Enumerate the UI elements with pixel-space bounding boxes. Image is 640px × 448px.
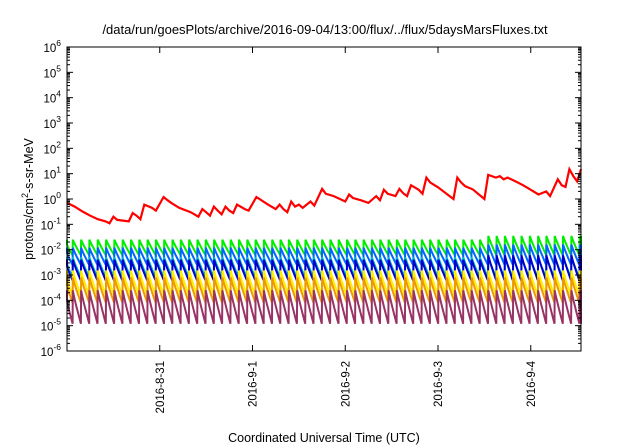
series-line	[66, 290, 582, 324]
y-tick-label: 106	[43, 38, 61, 55]
y-axis: 10-6 10-5 10-4 10-3 10-2 10-1 100 101 102 103 104 1…	[41, 38, 581, 359]
x-tick-label: 2016-9-2	[340, 361, 352, 407]
y-tick-label: 10-4	[41, 291, 62, 308]
series-layer	[66, 166, 583, 324]
series-line	[66, 235, 582, 260]
y-tick-label: 102	[43, 139, 61, 156]
x-tick-label: 2016-8-31	[155, 361, 167, 413]
x-axis-label: Coordinated Universal Time (UTC)	[228, 431, 420, 445]
y-axis-label: protons/cm2-s-sr-MeV	[20, 137, 36, 259]
y-tick-label: 103	[43, 114, 61, 131]
y-tick-label: 10-5	[41, 317, 62, 334]
x-tick-label: 2016-9-1	[248, 361, 260, 407]
series-line	[66, 255, 582, 282]
x-tick-label: 2016-9-3	[433, 361, 445, 407]
y-tick-label: 104	[43, 89, 61, 106]
y-tick-label: 101	[43, 165, 61, 182]
y-tick-label: 10-6	[41, 342, 62, 359]
y-tick-label: 10-2	[41, 241, 62, 258]
chart-title: /data/run/goesPlots/archive/2016-09-04/1…	[102, 22, 548, 37]
y-tick-label: 10-3	[41, 266, 62, 283]
x-axis: 2016-8-31 2016-9-1 2016-9-2 2016-9-3 2016-9-…	[155, 47, 538, 413]
series-line-red	[66, 166, 583, 225]
y-tick-label: 100	[43, 190, 61, 207]
series-line	[66, 244, 582, 269]
x-tick-label: 2016-9-4	[526, 360, 538, 407]
series-line	[66, 277, 582, 304]
y-tick-label: 10-1	[41, 215, 62, 232]
y-tick-label: 105	[43, 63, 61, 80]
